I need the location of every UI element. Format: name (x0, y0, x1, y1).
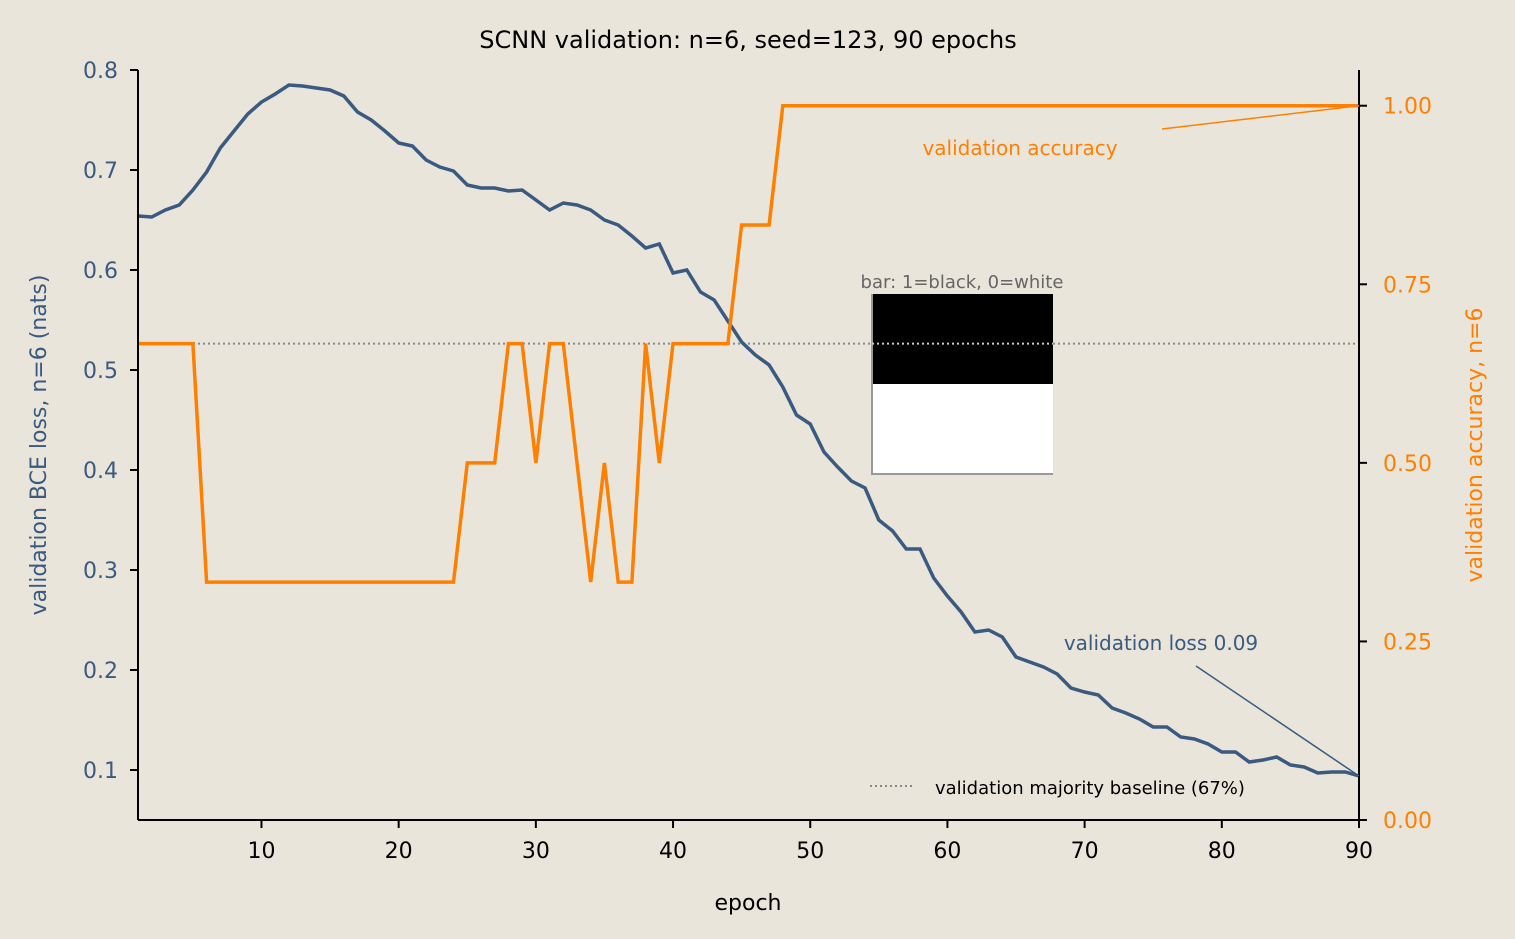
y-right-tick-label-0.00: 0.00 (1383, 809, 1432, 834)
x-tick-label-50: 50 (796, 839, 824, 864)
y-left-tick-label-0.2: 0.2 (83, 659, 118, 684)
x-tick-label-20: 20 (385, 839, 413, 864)
inset-border (871, 294, 1053, 475)
y-left-tick-label-0.4: 0.4 (83, 459, 118, 484)
inset-bar (871, 294, 1053, 475)
inset-cell-1 (872, 384, 1053, 474)
inset-caption: bar: 1=black, 0=white (861, 272, 1064, 293)
plot-area (137, 83, 1360, 778)
y-right-tick-label-0.50: 0.50 (1383, 452, 1432, 477)
loss-annotation: validation loss 0.09 (1064, 631, 1258, 655)
y-left-tick-label-0.6: 0.6 (83, 259, 118, 284)
x-tick-label-70: 70 (1071, 839, 1099, 864)
y-right-tick-label-0.25: 0.25 (1383, 630, 1432, 655)
inset-cell-0 (872, 294, 1053, 384)
x-tick-label-10: 10 (247, 839, 275, 864)
annotations (1161, 104, 1360, 777)
accuracy-annotation: validation accuracy (922, 136, 1117, 160)
legend-baseline-label: validation majority baseline (67%) (935, 778, 1245, 799)
y-left-tick-label-0.8: 0.8 (83, 59, 118, 84)
x-tick-label-60: 60 (933, 839, 961, 864)
x-tick-label-30: 30 (522, 839, 550, 864)
x-axis-label: epoch (715, 891, 782, 916)
accuracy-line (138, 103, 1359, 584)
x-tick-label-80: 80 (1208, 839, 1236, 864)
y-axis-right-label: validation accuracy, n=6 (1463, 308, 1488, 583)
y-right-tick-label-1.00: 1.00 (1383, 95, 1432, 120)
y-axis-left: 0.1 0.2 0.3 0.4 0.5 0.6 0.7 0.8 (83, 59, 139, 820)
loss-line (137, 83, 1360, 778)
loss-annotation-leader (1195, 665, 1360, 777)
y-axis-right: 0.00 0.25 0.50 0.75 1.00 (1358, 70, 1432, 834)
x-tick-label-40: 40 (659, 839, 687, 864)
y-left-tick-label-0.5: 0.5 (83, 359, 118, 384)
x-axis: 10 20 30 40 50 60 70 80 90 (138, 819, 1373, 864)
y-left-tick-label-0.3: 0.3 (83, 559, 118, 584)
y-left-tick-label-0.7: 0.7 (83, 159, 118, 184)
accuracy-annotation-leader (1161, 104, 1360, 130)
y-axis-left-label: validation BCE loss, n=6 (nats) (27, 275, 52, 616)
chart-title: SCNN validation: n=6, seed=123, 90 epoch… (479, 26, 1016, 54)
x-tick-label-90: 90 (1345, 839, 1373, 864)
legend: validation majority baseline (67%) (870, 778, 1245, 799)
y-right-tick-label-0.75: 0.75 (1383, 273, 1432, 298)
y-left-tick-label-0.1: 0.1 (83, 759, 118, 784)
